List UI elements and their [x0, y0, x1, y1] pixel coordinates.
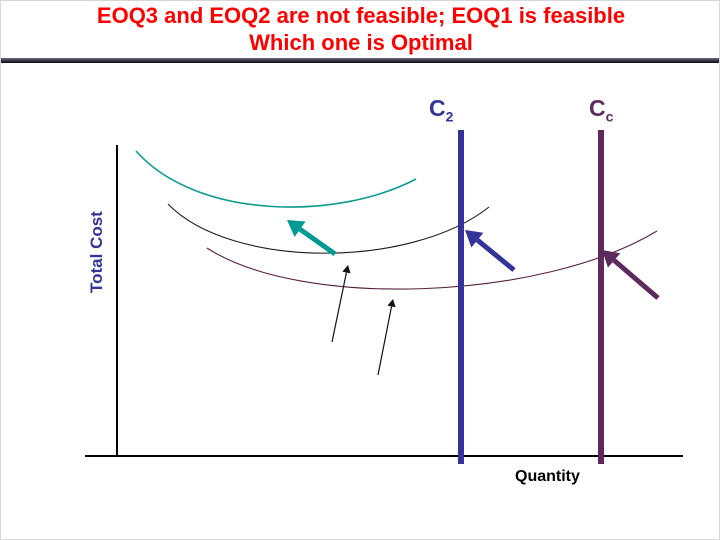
- title-divider: [1, 58, 719, 63]
- thin-arrow-2-shaft: [377, 306, 393, 376]
- total-cost-curve-2: [167, 203, 490, 254]
- thin-arrow-2-head: [387, 299, 396, 308]
- c2-label-text: C: [429, 95, 446, 121]
- slide-title: EOQ3 and EOQ2 are not feasible; EOQ1 is …: [1, 3, 719, 57]
- thin-arrow-1-head: [342, 265, 351, 274]
- total-cost-curve-1: [135, 150, 417, 208]
- cc-label-sub: c: [605, 108, 614, 125]
- purple-arrow-shaft: [612, 258, 660, 300]
- x-axis-label: Quantity: [515, 468, 580, 485]
- cc-label: Cc: [589, 95, 613, 125]
- total-cost-curve-3: [206, 230, 658, 290]
- slide-title-line2: Which one is Optimal: [249, 29, 473, 55]
- thin-arrow-1-shaft: [331, 272, 348, 343]
- c2-label: C2: [429, 95, 453, 125]
- teal-arrow-head: [287, 220, 306, 238]
- cc-label-text: C: [589, 95, 606, 121]
- navy-arrow-shaft: [475, 238, 516, 272]
- purple-arrow-head: [602, 250, 621, 268]
- teal-arrow-shaft: [298, 227, 337, 257]
- c2-label-sub: 2: [445, 108, 454, 125]
- slide-title-line1: EOQ3 and EOQ2 are not feasible; EOQ1 is …: [96, 3, 626, 28]
- y-axis-label: Total Cost: [87, 211, 106, 293]
- navy-arrow-head: [465, 230, 484, 248]
